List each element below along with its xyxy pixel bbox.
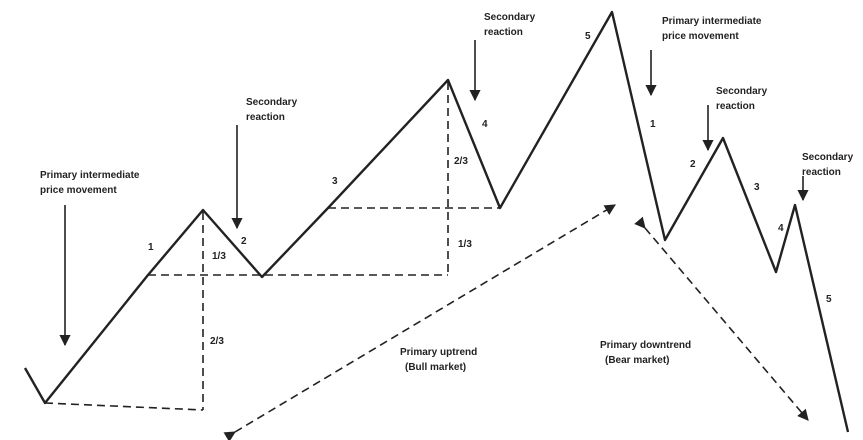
wave-number: 5 [585,31,591,42]
annotation: (Bull market) [405,362,466,373]
annotation: Primary intermediate [662,16,762,27]
annotation: Secondary [246,97,298,108]
wave-number: 4 [482,119,488,130]
wave-number: 1 [650,119,656,130]
annotation: price movement [662,31,739,42]
downtrend-arrow [634,216,809,421]
uptrend-arrow [223,204,616,440]
wave-number: 2 [690,159,696,170]
annotation: Primary intermediate [40,170,140,181]
annotation: reaction [484,27,523,38]
fraction: 1/3 [212,251,226,262]
annotation: Primary downtrend [600,340,691,351]
annotation: Primary uptrend [400,347,477,358]
annotation: reaction [246,112,285,123]
wave-number: 3 [754,182,760,193]
annotation: Secondary [716,86,768,97]
fraction: 2/3 [454,156,468,167]
annotation: price movement [40,185,117,196]
wave-number: 3 [332,176,338,187]
annotation: Secondary [802,152,854,163]
fraction: 2/3 [210,336,224,347]
wave-number: 2 [241,236,247,247]
dashed-guide [44,402,204,411]
fraction: 1/3 [458,239,472,250]
annotation: reaction [802,167,841,178]
annotation: Secondary [484,12,536,23]
wave-number: 4 [778,223,784,234]
wave-number: 1 [148,242,154,253]
annotation: reaction [716,101,755,112]
wave-number: 5 [826,294,832,305]
annotation: (Bear market) [605,355,669,366]
